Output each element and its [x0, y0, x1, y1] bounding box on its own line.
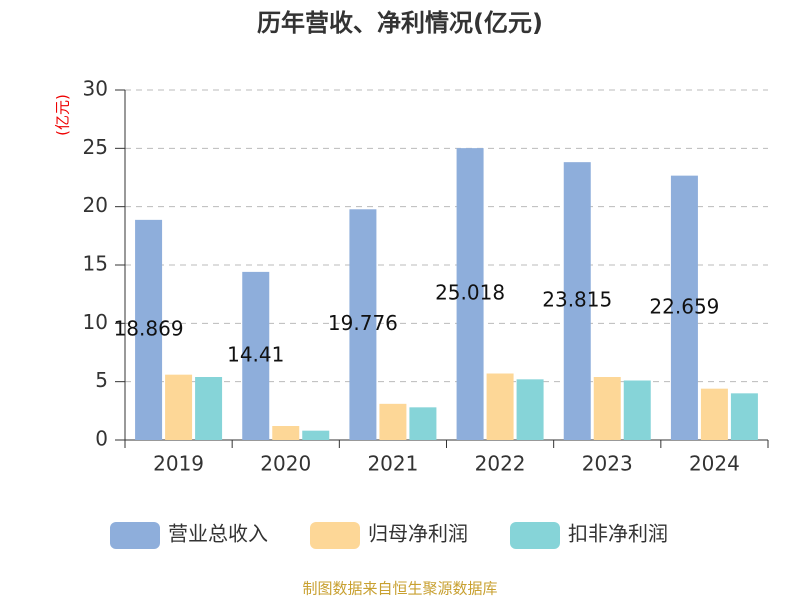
data-label: 23.815 — [542, 288, 612, 312]
y-tick-label: 5 — [95, 368, 108, 392]
bar — [486, 373, 514, 440]
x-tick-label: 2022 — [475, 452, 526, 476]
bar — [593, 377, 621, 440]
legend-swatch — [310, 522, 360, 549]
bar — [730, 393, 758, 440]
x-tick-label: 2019 — [153, 452, 204, 476]
x-tick-label: 2021 — [367, 452, 418, 476]
data-label: 18.869 — [114, 316, 184, 340]
y-tick-label: 25 — [83, 135, 108, 159]
bar — [135, 219, 163, 440]
data-label: 22.659 — [649, 294, 719, 318]
source-note: 制图数据来自恒生聚源数据库 — [302, 580, 497, 598]
y-tick-label: 0 — [95, 427, 108, 451]
bar — [623, 380, 651, 440]
bar — [165, 374, 193, 440]
bar — [456, 148, 484, 440]
bar — [563, 162, 591, 441]
legend-label: 扣非净利润 — [568, 522, 668, 546]
legend-swatch — [110, 522, 160, 549]
legend-label: 归母净利润 — [368, 522, 468, 546]
y-axis-label: (亿元) — [54, 94, 72, 136]
data-label: 14.41 — [227, 342, 284, 366]
bar — [302, 430, 330, 440]
y-tick-label: 20 — [83, 193, 108, 217]
bar — [409, 407, 437, 440]
data-label: 19.776 — [328, 311, 398, 335]
bar — [670, 175, 698, 440]
bar — [379, 403, 407, 440]
data-label: 25.018 — [435, 281, 505, 305]
x-tick-label: 2023 — [582, 452, 633, 476]
bar — [349, 209, 377, 440]
x-tick-label: 2020 — [260, 452, 311, 476]
bar — [516, 379, 544, 440]
bar — [195, 377, 223, 440]
y-tick-label: 15 — [83, 252, 108, 276]
legend-swatch — [510, 522, 560, 549]
bar — [272, 426, 300, 440]
bar — [700, 388, 728, 440]
legend-label: 营业总收入 — [168, 522, 268, 546]
y-tick-label: 10 — [83, 310, 108, 334]
y-tick-label: 30 — [83, 77, 108, 101]
chart-title: 历年营收、净利情况(亿元) — [257, 9, 543, 37]
x-tick-label: 2024 — [689, 452, 740, 476]
bar — [242, 271, 270, 440]
